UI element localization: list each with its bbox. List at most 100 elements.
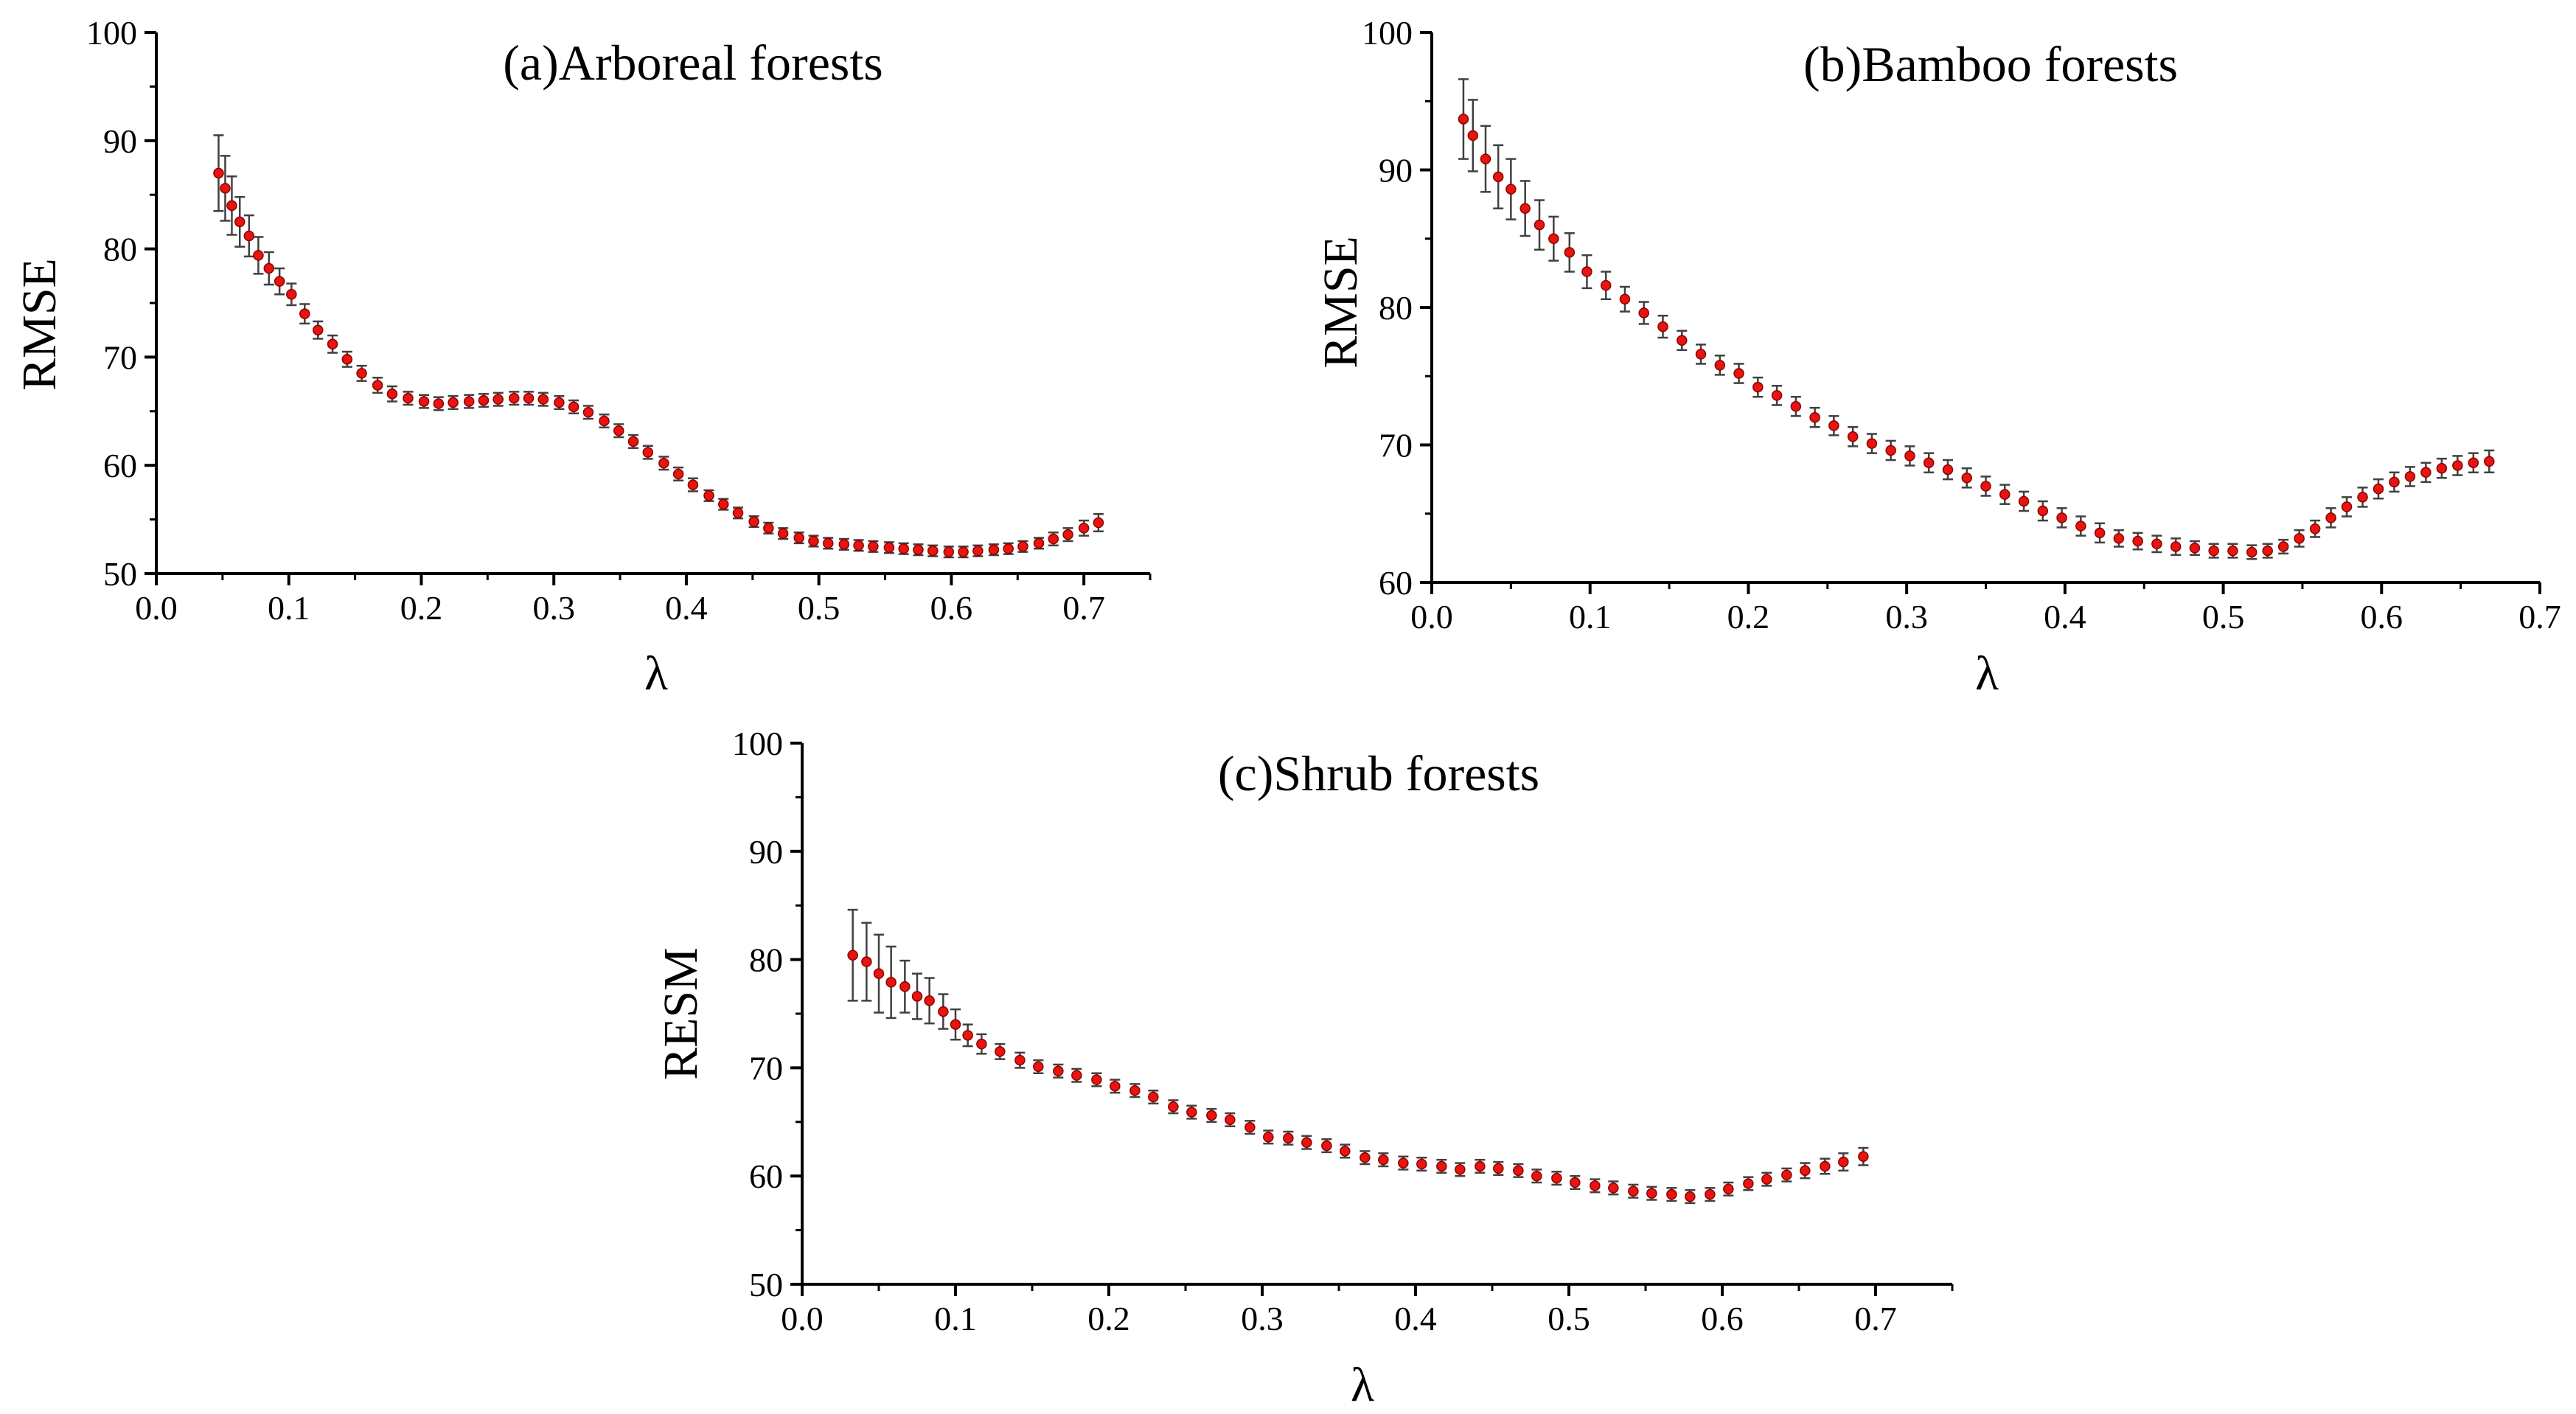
data-point	[1014, 1051, 1026, 1069]
data-point	[1455, 1162, 1466, 1177]
marker	[2170, 541, 2182, 552]
marker	[582, 407, 594, 418]
marker	[2262, 545, 2273, 557]
marker	[777, 528, 789, 539]
marker	[1129, 1084, 1141, 1096]
x-tick-label: 0.2	[400, 589, 443, 627]
data-point	[988, 543, 1000, 557]
marker	[2309, 523, 2321, 534]
data-point	[386, 385, 398, 403]
panel-title: (b)Bamboo forests	[1803, 36, 2178, 92]
data-point	[2208, 543, 2219, 559]
x-tick-label: 0.1	[1569, 598, 1612, 635]
marker	[763, 523, 774, 534]
data-point	[1493, 1160, 1504, 1176]
data-point	[2037, 500, 2049, 522]
data-point	[253, 236, 264, 275]
y-tick-label: 70	[749, 1049, 783, 1087]
data-point	[995, 1042, 1006, 1060]
marker	[2404, 471, 2416, 482]
x-tick-label: 0.2	[1727, 598, 1770, 635]
marker	[2294, 533, 2305, 544]
data-point	[523, 391, 535, 406]
data-point	[1436, 1158, 1447, 1174]
marker	[1048, 533, 1059, 545]
marker	[2389, 476, 2400, 488]
data-point	[1820, 1157, 1831, 1175]
marker	[386, 389, 398, 400]
data-point	[1809, 406, 1820, 428]
data-point	[1091, 1072, 1102, 1087]
data-point	[1263, 1129, 1274, 1145]
marker	[793, 532, 804, 543]
marker	[1062, 529, 1073, 540]
marker	[861, 956, 872, 967]
data-point	[911, 972, 923, 1020]
x-axis-title: λ	[1975, 647, 1999, 700]
data-point	[873, 933, 885, 1014]
data-point	[1321, 1138, 1332, 1154]
marker	[2373, 483, 2384, 495]
x-tick-label: 0.3	[1885, 598, 1928, 635]
marker	[995, 1046, 1006, 1057]
x-tick-label: 0.7	[1062, 589, 1105, 627]
data-point	[732, 506, 744, 520]
x-tick-label: 0.6	[930, 589, 973, 627]
marker	[1398, 1157, 1409, 1169]
y-tick-label: 80	[103, 231, 137, 268]
marker	[1480, 153, 1491, 164]
marker	[1148, 1091, 1159, 1103]
marker	[627, 436, 639, 447]
marker	[613, 425, 624, 436]
marker	[1676, 335, 1688, 346]
data-point	[1961, 467, 1972, 489]
data-point	[883, 541, 895, 554]
y-tick-label: 80	[1379, 289, 1413, 327]
y-axis-title: RMSE	[13, 258, 66, 391]
data-point	[1458, 78, 1469, 160]
marker	[962, 1030, 973, 1041]
marker	[1714, 360, 1726, 371]
marker	[988, 544, 1000, 555]
marker	[687, 479, 699, 490]
marker	[1014, 1054, 1026, 1066]
marker	[554, 397, 565, 408]
marker	[1475, 1160, 1486, 1172]
data-point	[1628, 1183, 1639, 1199]
data-point	[672, 466, 684, 482]
x-tick-label: 0.1	[268, 589, 310, 627]
data-point	[777, 527, 789, 540]
marker	[1800, 1165, 1811, 1177]
marker	[1078, 523, 1090, 534]
data-point	[1017, 540, 1028, 553]
marker	[1838, 1156, 1849, 1168]
data-point	[1705, 1187, 1716, 1202]
data-point	[1129, 1083, 1141, 1098]
data-point	[2452, 455, 2463, 476]
marker	[1564, 247, 1576, 258]
data-point	[537, 391, 549, 407]
marker	[732, 507, 744, 519]
x-tick-label: 0.5	[798, 589, 840, 627]
marker	[1695, 349, 1707, 360]
data-point	[2277, 538, 2289, 555]
x-tick-label: 0.6	[1701, 1300, 1744, 1337]
data-point	[582, 405, 594, 420]
data-point	[1666, 1187, 1677, 1202]
marker	[1781, 1169, 1792, 1180]
data-point	[687, 477, 699, 492]
data-point	[1062, 527, 1073, 543]
data-point	[1999, 484, 2011, 505]
marker	[898, 543, 909, 554]
data-point	[1608, 1180, 1619, 1196]
x-tick-label: 0.3	[532, 589, 575, 627]
data-point	[808, 534, 819, 548]
data-point	[822, 537, 834, 550]
data-point	[2227, 543, 2238, 559]
data-point	[1800, 1162, 1811, 1180]
marker	[463, 396, 475, 407]
marker	[938, 1006, 949, 1017]
marker	[1999, 489, 2011, 500]
data-point	[418, 394, 430, 409]
data-point	[642, 445, 654, 460]
